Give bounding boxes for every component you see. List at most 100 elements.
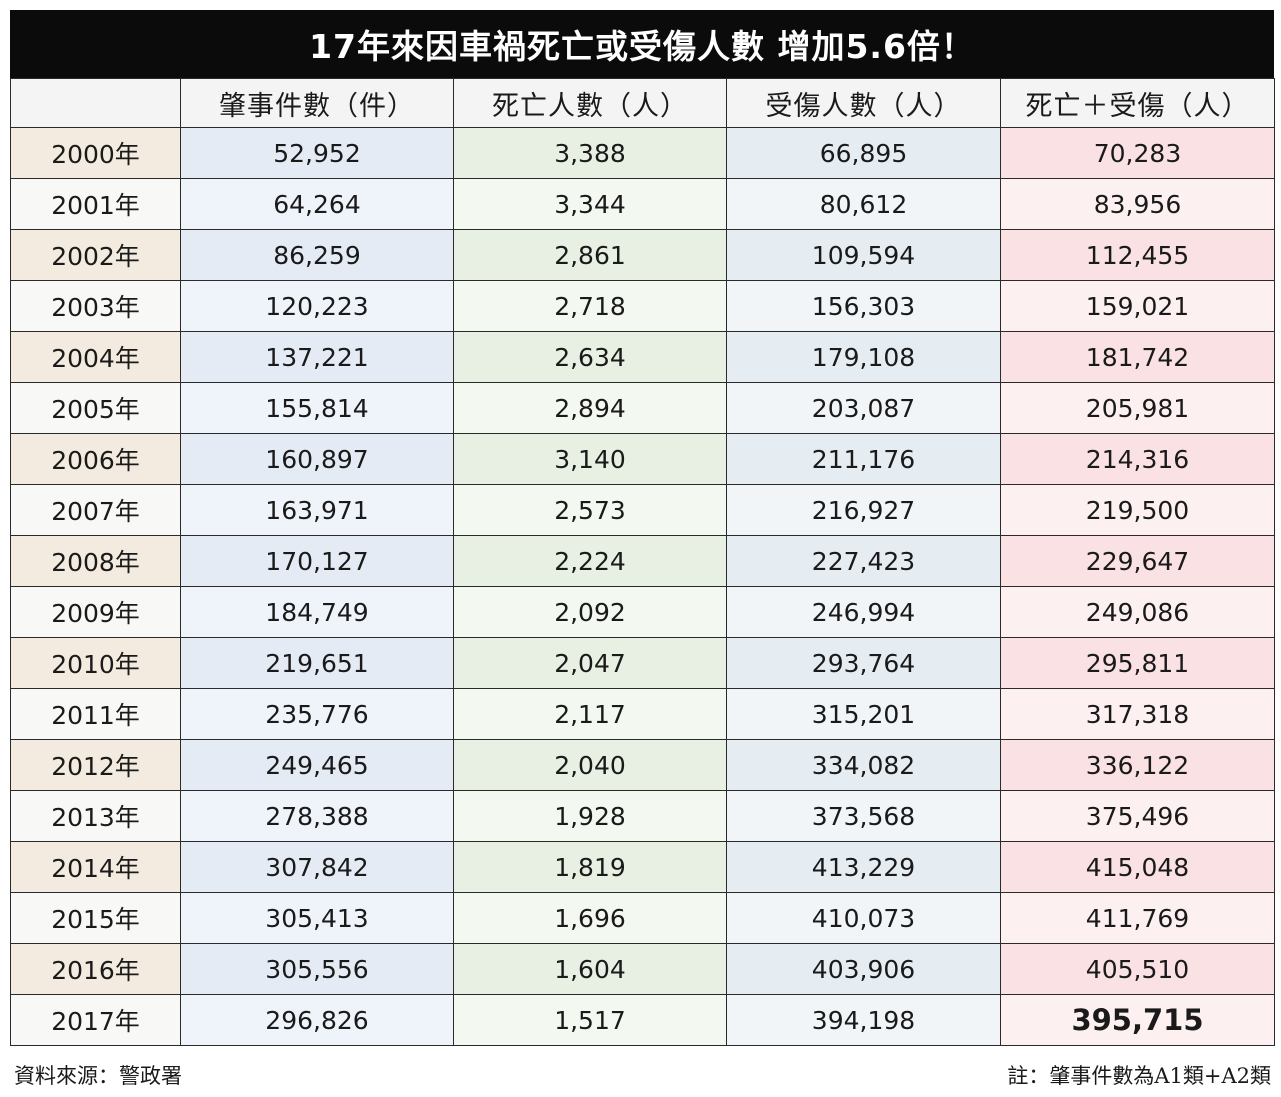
injuries-cell: 227,423 <box>726 535 1001 587</box>
accidents-cell: 184,749 <box>180 586 454 638</box>
accidents-cell: 160,897 <box>180 433 454 485</box>
injuries-cell: 293,764 <box>726 637 1001 689</box>
injuries-cell: 109,594 <box>726 229 1001 281</box>
header-cell-year <box>10 78 181 128</box>
year-cell: 2002年 <box>10 229 181 281</box>
injuries-cell: 413,229 <box>726 841 1001 893</box>
header-cell-injuries: 受傷人數（人） <box>726 78 1001 128</box>
year-cell: 2010年 <box>10 637 181 689</box>
table-row: 2004年 137,221 2,634 179,108 181,742 <box>10 331 1275 383</box>
total-cell: 317,318 <box>1000 688 1275 740</box>
accidents-cell: 120,223 <box>180 280 454 332</box>
total-cell: 336,122 <box>1000 739 1275 791</box>
injuries-cell: 394,198 <box>726 994 1001 1046</box>
deaths-cell: 3,140 <box>453 433 727 485</box>
accidents-cell: 64,264 <box>180 178 454 230</box>
total-cell: 83,956 <box>1000 178 1275 230</box>
accidents-cell: 170,127 <box>180 535 454 587</box>
year-cell: 2016年 <box>10 943 181 995</box>
table-body: 2000年 52,952 3,388 66,895 70,283 2001年 64,264 3… <box>10 127 1275 1046</box>
year-cell: 2009年 <box>10 586 181 638</box>
accidents-cell: 249,465 <box>180 739 454 791</box>
total-cell: 295,811 <box>1000 637 1275 689</box>
injuries-cell: 66,895 <box>726 127 1001 179</box>
year-cell: 2014年 <box>10 841 181 893</box>
deaths-cell: 2,092 <box>453 586 727 638</box>
deaths-cell: 1,819 <box>453 841 727 893</box>
year-cell: 2017年 <box>10 994 181 1046</box>
deaths-cell: 3,344 <box>453 178 727 230</box>
total-cell: 70,283 <box>1000 127 1275 179</box>
injuries-cell: 410,073 <box>726 892 1001 944</box>
injuries-cell: 179,108 <box>726 331 1001 383</box>
accidents-cell: 137,221 <box>180 331 454 383</box>
year-cell: 2011年 <box>10 688 181 740</box>
accidents-cell: 219,651 <box>180 637 454 689</box>
injuries-cell: 80,612 <box>726 178 1001 230</box>
year-cell: 2001年 <box>10 178 181 230</box>
data-table: 肇事件數（件） 死亡人數（人） 受傷人數（人） 死亡＋受傷（人） 2000年 52… <box>10 78 1275 1046</box>
table-row: 2013年 278,388 1,928 373,568 375,496 <box>10 790 1275 842</box>
year-cell: 2007年 <box>10 484 181 536</box>
header-row: 肇事件數（件） 死亡人數（人） 受傷人數（人） 死亡＋受傷（人） <box>10 78 1275 128</box>
total-cell: 249,086 <box>1000 586 1275 638</box>
deaths-cell: 2,047 <box>453 637 727 689</box>
deaths-cell: 2,861 <box>453 229 727 281</box>
injuries-cell: 373,568 <box>726 790 1001 842</box>
deaths-cell: 2,040 <box>453 739 727 791</box>
total-cell: 181,742 <box>1000 331 1275 383</box>
year-cell: 2005年 <box>10 382 181 434</box>
total-cell: 219,500 <box>1000 484 1275 536</box>
year-cell: 2012年 <box>10 739 181 791</box>
injuries-cell: 315,201 <box>726 688 1001 740</box>
total-cell: 205,981 <box>1000 382 1275 434</box>
accidents-cell: 305,556 <box>180 943 454 995</box>
header-cell-total: 死亡＋受傷（人） <box>1000 78 1275 128</box>
table-row: 2002年 86,259 2,861 109,594 112,455 <box>10 229 1275 281</box>
table-row: 2016年 305,556 1,604 403,906 405,510 <box>10 943 1275 995</box>
deaths-cell: 1,928 <box>453 790 727 842</box>
header-cell-accidents: 肇事件數（件） <box>180 78 454 128</box>
table-row: 2000年 52,952 3,388 66,895 70,283 <box>10 127 1275 179</box>
year-cell: 2013年 <box>10 790 181 842</box>
source-note: 資料來源：警政署 <box>14 1064 182 1088</box>
year-cell: 2003年 <box>10 280 181 332</box>
deaths-cell: 2,718 <box>453 280 727 332</box>
deaths-cell: 2,573 <box>453 484 727 536</box>
table-row: 2015年 305,413 1,696 410,073 411,769 <box>10 892 1275 944</box>
year-cell: 2015年 <box>10 892 181 944</box>
table-row: 2012年 249,465 2,040 334,082 336,122 <box>10 739 1275 791</box>
accidents-cell: 296,826 <box>180 994 454 1046</box>
table-row: 2001年 64,264 3,344 80,612 83,956 <box>10 178 1275 230</box>
table-row: 2007年 163,971 2,573 216,927 219,500 <box>10 484 1275 536</box>
table-row: 2014年 307,842 1,819 413,229 415,048 <box>10 841 1275 893</box>
total-cell: 214,316 <box>1000 433 1275 485</box>
total-cell: 112,455 <box>1000 229 1275 281</box>
accidents-cell: 305,413 <box>180 892 454 944</box>
accidents-cell: 86,259 <box>180 229 454 281</box>
accidents-cell: 155,814 <box>180 382 454 434</box>
accidents-cell: 307,842 <box>180 841 454 893</box>
table-row: 2010年 219,651 2,047 293,764 295,811 <box>10 637 1275 689</box>
total-cell: 411,769 <box>1000 892 1275 944</box>
deaths-cell: 1,517 <box>453 994 727 1046</box>
injuries-cell: 246,994 <box>726 586 1001 638</box>
deaths-cell: 1,604 <box>453 943 727 995</box>
table-row: 2005年 155,814 2,894 203,087 205,981 <box>10 382 1275 434</box>
injuries-cell: 216,927 <box>726 484 1001 536</box>
chart-title: 17年來因車禍死亡或受傷人數 增加5.6倍！ <box>10 10 1274 78</box>
deaths-cell: 2,634 <box>453 331 727 383</box>
year-cell: 2008年 <box>10 535 181 587</box>
table-row: 2017年 296,826 1,517 394,198 395,715 <box>10 994 1275 1046</box>
accidents-cell: 278,388 <box>180 790 454 842</box>
total-cell: 229,647 <box>1000 535 1275 587</box>
injuries-cell: 334,082 <box>726 739 1001 791</box>
year-cell: 2006年 <box>10 433 181 485</box>
total-cell: 405,510 <box>1000 943 1275 995</box>
deaths-cell: 2,894 <box>453 382 727 434</box>
table-frame: 17年來因車禍死亡或受傷人數 增加5.6倍！ 肇事件數（件） 死亡人數（人） 受… <box>10 10 1275 1046</box>
deaths-cell: 2,224 <box>453 535 727 587</box>
total-cell: 375,496 <box>1000 790 1275 842</box>
table-row: 2006年 160,897 3,140 211,176 214,316 <box>10 433 1275 485</box>
total-cell: 415,048 <box>1000 841 1275 893</box>
